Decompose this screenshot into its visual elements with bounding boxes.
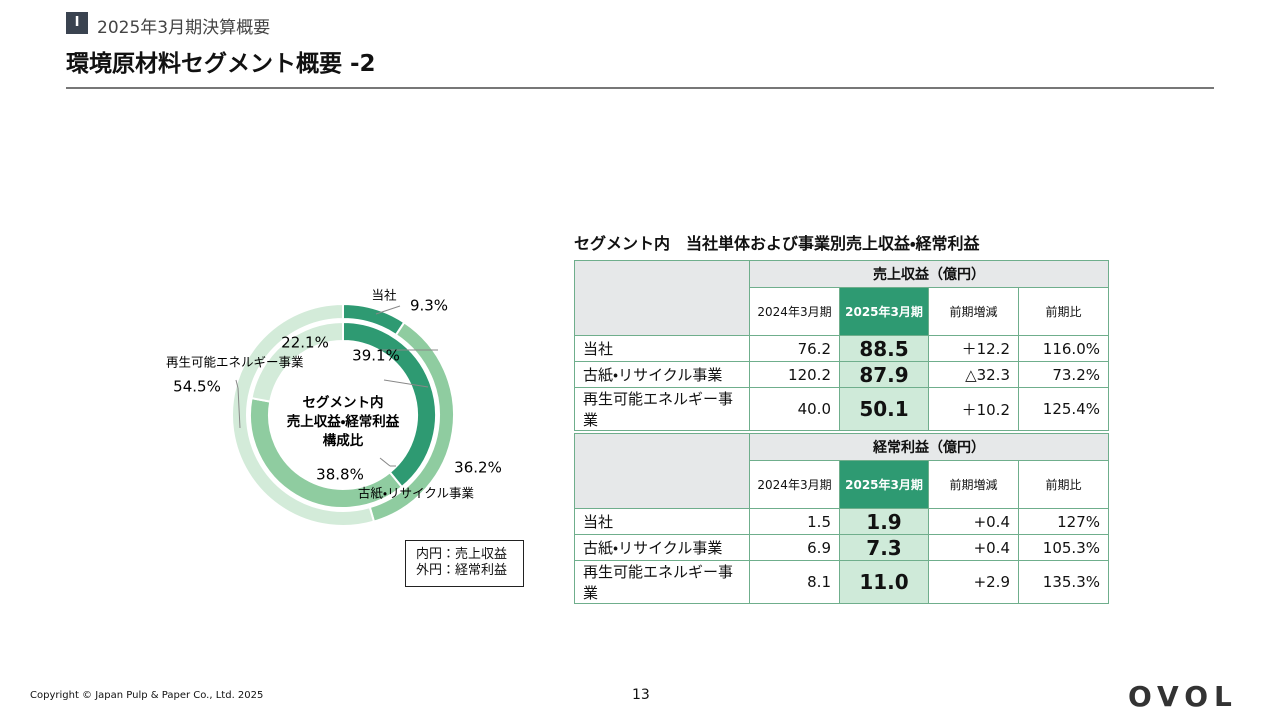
- leader-line: [235, 379, 239, 389]
- legend-item: 内円：売上収益: [416, 547, 508, 562]
- legend-item: 外円：経常利益: [416, 563, 508, 578]
- header-row: 経常利益（億円）: [574, 433, 1109, 509]
- row-label: 再生可能エネルギー事業: [574, 560, 750, 604]
- row-label: 再生可能エネルギー事業: [574, 387, 750, 431]
- outer-value-label: 54.5%: [173, 378, 221, 396]
- cell: 127%: [1018, 508, 1109, 535]
- title-rule: [66, 87, 1214, 89]
- blank-cell: [574, 260, 750, 336]
- leader-line: [383, 379, 429, 388]
- column-header: 2024年3月期: [749, 460, 840, 509]
- category-label: 再生可能エネルギー事業: [166, 355, 304, 370]
- outer-value-label: 36.2%: [454, 459, 502, 477]
- cell: 120.2: [749, 361, 840, 388]
- cell: 87.9: [839, 361, 929, 388]
- subtitle: 2025年3月期決算概要: [97, 18, 271, 38]
- blank-cell: [574, 433, 750, 509]
- data-row: 古紙・リサイクル事業 6.9 7.3 +0.4 105.3%: [574, 534, 1109, 561]
- data-row: 当社 76.2 88.5 ＋12.2 116.0%: [574, 335, 1109, 362]
- page-number: 13: [632, 687, 650, 703]
- row-label: 古紙・リサイクル事業: [574, 361, 750, 388]
- cell: +0.4: [928, 508, 1019, 535]
- cell: 11.0: [839, 560, 929, 604]
- section-badge: I: [66, 12, 88, 34]
- category-label: 当社: [371, 288, 397, 303]
- cell: 7.3: [839, 534, 929, 561]
- row-label: 当社: [574, 508, 750, 535]
- copyright: Copyright © Japan Pulp & Paper Co., Ltd.…: [30, 690, 264, 701]
- cell: 105.3%: [1018, 534, 1109, 561]
- cell: 8.1: [749, 560, 840, 604]
- column-header: 前期比: [1018, 287, 1109, 336]
- cell: ＋10.2: [928, 387, 1019, 431]
- data-table: 経常利益（億円） 2024年3月期 2025年3月期 前期増減 前期比 当社 1.5 1.9 +…: [574, 433, 1109, 604]
- cell: 73.2%: [1018, 361, 1109, 388]
- group-header: 売上収益（億円）: [749, 260, 1109, 288]
- data-row: 再生可能エネルギー事業 40.0 50.1 ＋10.2 125.4%: [574, 387, 1109, 431]
- logo: OVOL: [1128, 680, 1238, 713]
- inner-slice: [250, 320, 344, 403]
- column-header: 2025年3月期: [839, 460, 929, 509]
- cell: 1.9: [839, 508, 929, 535]
- outer-value-label: 9.3%: [410, 297, 448, 315]
- column-header: 前期増減: [928, 460, 1019, 509]
- outer-slice: [231, 302, 376, 527]
- cell: 88.5: [839, 335, 929, 362]
- center-label: 売上収益・経常利益: [287, 413, 400, 430]
- center-label: 構成比: [323, 432, 364, 449]
- category-label: 古紙・リサイクル事業: [358, 486, 475, 501]
- data-row: 再生可能エネルギー事業 8.1 11.0 +2.9 135.3%: [574, 560, 1109, 604]
- column-header: 前期増減: [928, 287, 1019, 336]
- cell: 116.0%: [1018, 335, 1109, 362]
- data-row: 古紙・リサイクル事業 120.2 87.9 △32.3 73.2%: [574, 361, 1109, 388]
- table-title: セグメント内 当社単体および事業別売上収益・経常利益: [574, 234, 980, 253]
- cell: 76.2: [749, 335, 840, 362]
- data-row: 当社 1.5 1.9 +0.4 127%: [574, 508, 1109, 535]
- cell: 6.9: [749, 534, 840, 561]
- group-header: 経常利益（億円）: [749, 433, 1109, 461]
- cell: +2.9: [928, 560, 1019, 604]
- cell: ＋12.2: [928, 335, 1019, 362]
- cell: 1.5: [749, 508, 840, 535]
- cell: 50.1: [839, 387, 929, 431]
- inner-value-label: 39.1%: [352, 347, 400, 365]
- column-header: 2024年3月期: [749, 287, 840, 336]
- cell: +0.4: [928, 534, 1019, 561]
- leader-line: [237, 387, 241, 429]
- row-label: 当社: [574, 335, 750, 362]
- row-label: 古紙・リサイクル事業: [574, 534, 750, 561]
- data-table: 売上収益（億円） 2024年3月期 2025年3月期 前期増減 前期比 当社 76.2 88.…: [574, 260, 1109, 431]
- cell: 40.0: [749, 387, 840, 431]
- leader-line: [375, 305, 401, 315]
- inner-value-label: 22.1%: [281, 334, 329, 352]
- cell: 125.4%: [1018, 387, 1109, 431]
- inner-value-label: 38.8%: [316, 466, 364, 484]
- legend-box: 内円：売上収益 外円：経常利益: [405, 540, 524, 587]
- title: 環境原材料セグメント概要 -2: [66, 51, 376, 77]
- cell: △32.3: [928, 361, 1019, 388]
- header-row: 売上収益（億円）: [574, 260, 1109, 336]
- column-header: 2025年3月期: [839, 287, 929, 336]
- leader-line: [379, 457, 391, 467]
- cell: 135.3%: [1018, 560, 1109, 604]
- column-header: 前期比: [1018, 460, 1109, 509]
- column-row: 2024年3月期 2025年3月期 前期増減 前期比: [575, 460, 1109, 509]
- center-label: セグメント内: [303, 394, 384, 411]
